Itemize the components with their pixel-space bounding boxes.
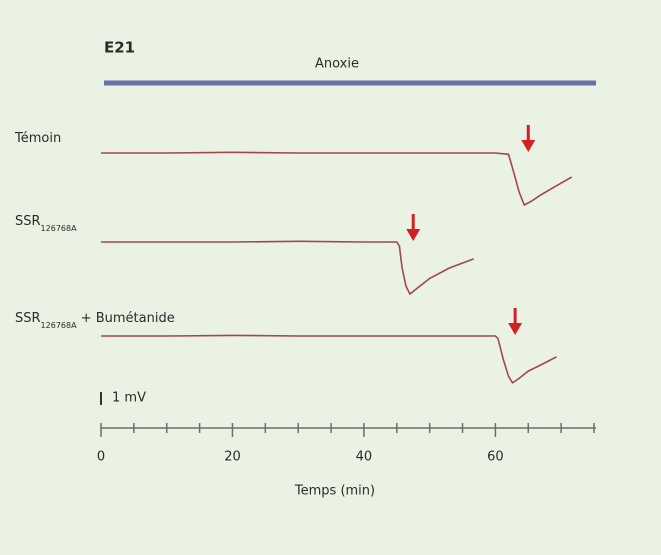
scale-bar-label: 1 mV [112,391,146,406]
panel-label: E21 [104,39,135,57]
series-label: SSR126768A + Bumétanide [15,311,175,330]
arrow [521,125,536,152]
x-tick-label: 20 [224,450,241,465]
trace [101,334,557,384]
series-name: Témoin [14,131,61,146]
series-label: SSR126768A [15,214,77,233]
x-tick-label: 60 [487,450,504,465]
series-name: SSR [15,311,41,326]
x-axis-label: Temps (min) [294,484,375,499]
x-tick-label: 40 [356,450,373,465]
anoxia-label: Anoxie [315,57,359,72]
arrow [406,214,421,241]
trace [101,151,573,207]
series-subscript: 126768A [41,321,78,330]
x-tick-label: 0 [97,450,105,465]
series-suffix: + Bumétanide [77,311,175,326]
series-name: SSR [15,214,41,229]
series-subscript: 126768A [41,224,78,233]
arrow [508,308,523,335]
series-label: Témoin [14,131,61,146]
trace [101,240,474,296]
